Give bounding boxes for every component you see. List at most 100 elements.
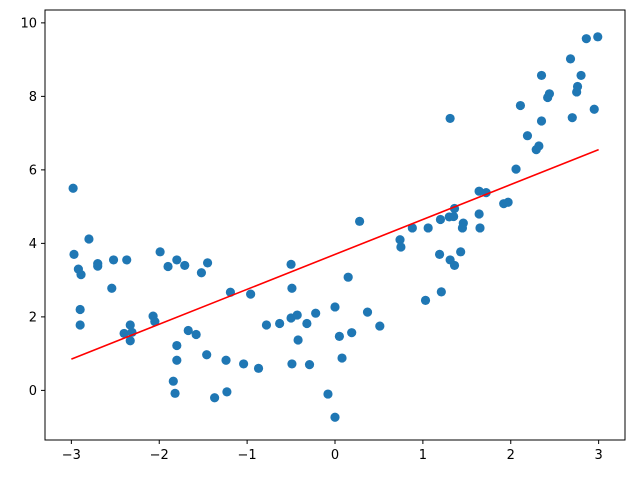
data-point <box>457 223 468 233</box>
data-point <box>515 100 526 111</box>
data-point <box>68 183 78 193</box>
data-point <box>246 289 256 299</box>
data-point <box>536 116 547 126</box>
data-point <box>69 249 79 260</box>
data-point <box>407 223 417 233</box>
data-point <box>456 247 466 257</box>
data-point <box>155 247 165 257</box>
data-point <box>396 242 406 252</box>
data-point <box>572 81 583 92</box>
regression-line <box>71 148 599 360</box>
data-point <box>286 259 296 269</box>
data-point <box>334 331 344 341</box>
x-axis: −3 −2 −1 0 1 2 3 <box>62 440 603 463</box>
x-tick-label: 1 <box>419 448 427 463</box>
data-point <box>449 260 460 271</box>
data-point <box>125 320 135 330</box>
x-tick-label: −3 <box>62 448 81 463</box>
data-point <box>108 255 119 265</box>
data-point <box>423 223 433 233</box>
y-tick-label: 2 <box>29 310 37 325</box>
data-point <box>474 209 484 219</box>
data-point <box>196 268 207 278</box>
data-point <box>93 261 103 271</box>
data-point <box>119 328 129 339</box>
data-point <box>163 261 173 272</box>
data-point <box>311 308 321 318</box>
fit-line-group <box>71 148 599 360</box>
data-point <box>474 186 484 196</box>
y-tick-label: 0 <box>29 384 37 399</box>
data-point <box>445 113 455 124</box>
data-point <box>183 325 193 336</box>
data-point <box>362 307 373 317</box>
data-point <box>150 317 160 327</box>
x-tick-label: −1 <box>238 448 257 463</box>
data-point <box>221 355 231 365</box>
data-point <box>581 34 591 44</box>
data-point <box>567 113 577 123</box>
data-point <box>191 329 201 340</box>
data-point <box>168 376 178 386</box>
data-point <box>544 89 555 99</box>
data-point <box>343 272 353 282</box>
data-point <box>202 258 213 268</box>
data-point <box>534 141 544 151</box>
data-point <box>75 320 85 330</box>
data-point <box>589 104 599 114</box>
data-point <box>180 260 190 271</box>
data-point <box>475 223 485 233</box>
data-point <box>275 318 285 329</box>
y-axis: 0 2 4 6 8 10 <box>20 16 45 399</box>
y-tick-label: 6 <box>29 163 37 178</box>
data-point <box>576 70 586 81</box>
data-point <box>239 359 249 369</box>
data-point <box>125 336 135 346</box>
data-point <box>302 318 312 329</box>
data-point <box>172 355 182 365</box>
data-point <box>84 234 94 244</box>
data-point <box>287 283 297 293</box>
data-point <box>76 270 86 280</box>
data-point <box>172 340 182 351</box>
data-point <box>355 216 365 226</box>
scatter-points <box>68 32 603 422</box>
data-point <box>434 249 445 260</box>
y-tick-label: 4 <box>29 237 37 252</box>
data-point <box>253 363 264 373</box>
data-point <box>222 387 232 397</box>
x-tick-label: 3 <box>594 448 602 463</box>
data-point <box>511 164 521 174</box>
data-point <box>395 235 405 245</box>
data-point <box>172 255 182 265</box>
data-point <box>522 131 533 141</box>
data-point <box>503 197 513 207</box>
data-point <box>170 388 180 398</box>
y-tick-label: 8 <box>29 90 37 105</box>
data-point <box>347 328 357 338</box>
data-point <box>337 353 347 363</box>
data-point <box>375 321 385 331</box>
data-point <box>287 359 297 369</box>
data-point <box>323 389 333 399</box>
x-tick-label: −2 <box>150 448 169 463</box>
data-point <box>565 54 576 64</box>
data-point <box>330 412 340 422</box>
data-point <box>420 295 431 305</box>
data-point <box>293 335 303 345</box>
data-point <box>330 302 340 312</box>
data-point <box>292 310 302 320</box>
data-point <box>593 32 603 42</box>
data-point <box>122 255 132 265</box>
data-point <box>202 350 212 360</box>
data-point <box>107 283 117 293</box>
data-point <box>261 320 272 330</box>
y-tick-label: 10 <box>20 16 37 31</box>
x-tick-label: 0 <box>331 448 339 463</box>
data-point <box>210 393 220 403</box>
data-point <box>536 70 547 81</box>
x-tick-label: 2 <box>507 448 515 463</box>
data-point <box>304 360 315 370</box>
data-point <box>436 287 446 297</box>
